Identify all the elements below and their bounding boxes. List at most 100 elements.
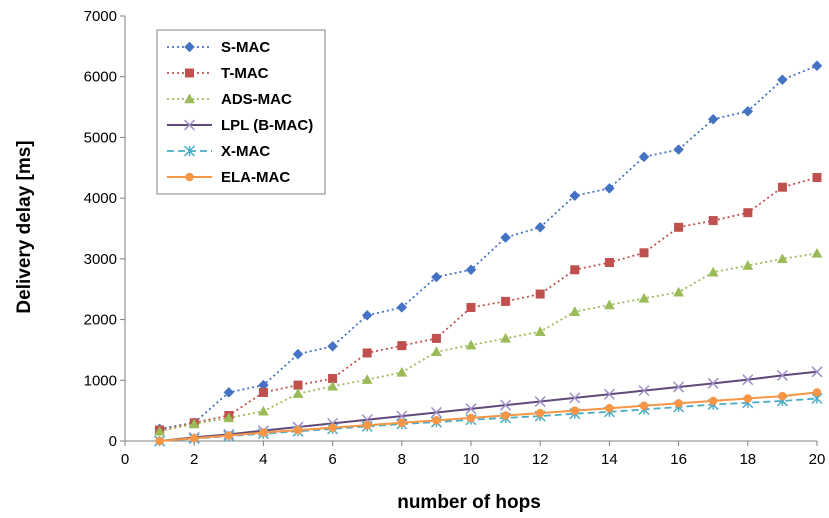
data-point	[396, 410, 408, 422]
data-point	[362, 420, 372, 430]
data-point	[397, 418, 407, 428]
legend-label: T-MAC	[221, 65, 269, 82]
data-point	[811, 247, 823, 258]
data-point	[327, 380, 339, 391]
legend-entry: ADS-MAC	[167, 91, 292, 108]
data-point	[500, 232, 511, 243]
data-point	[185, 172, 194, 182]
data-point	[743, 394, 753, 403]
series-line	[159, 176, 818, 431]
data-point	[707, 113, 719, 125]
series-x-mac	[154, 392, 823, 447]
data-point	[155, 436, 164, 446]
x-tick-label: 20	[809, 451, 826, 468]
x-tick-label: 4	[259, 451, 267, 468]
legend-entry: T-MAC	[167, 65, 269, 82]
data-point	[707, 266, 719, 277]
data-point	[185, 68, 194, 78]
data-point	[673, 144, 684, 155]
legend-label: ELA-MAC	[221, 169, 290, 186]
data-point	[154, 425, 166, 436]
y-tick-label: 1000	[84, 372, 117, 389]
legend-entry: LPL (B-MAC)	[167, 117, 313, 134]
data-point	[466, 413, 476, 423]
data-point	[569, 306, 581, 316]
data-point	[708, 396, 718, 406]
data-point	[224, 431, 234, 440]
data-point	[361, 309, 373, 321]
y-tick-label: 3000	[84, 251, 117, 268]
data-point	[431, 271, 442, 283]
data-point	[184, 41, 195, 53]
data-point	[397, 341, 407, 351]
data-point	[777, 182, 787, 192]
series-s-mac	[154, 60, 823, 435]
data-point	[708, 216, 718, 226]
data-point	[396, 366, 408, 377]
data-point	[638, 151, 650, 163]
data-point	[811, 366, 823, 378]
data-point	[184, 93, 195, 104]
data-point	[639, 248, 649, 258]
x-axis-title: number of hops	[397, 492, 541, 513]
data-point	[570, 406, 580, 415]
data-point	[292, 388, 304, 398]
data-point	[742, 260, 754, 270]
data-point	[188, 418, 200, 429]
data-point	[189, 434, 199, 443]
data-point	[534, 396, 546, 408]
data-point	[465, 339, 477, 350]
series-ela-mac	[155, 388, 822, 446]
data-point	[811, 60, 823, 72]
data-point	[430, 346, 442, 356]
data-point	[638, 385, 650, 397]
data-point	[431, 333, 441, 343]
data-point	[604, 258, 614, 267]
legend-label: S-MAC	[221, 39, 270, 56]
y-tick-label: 7000	[84, 8, 117, 25]
data-point	[776, 369, 788, 381]
x-tick-label: 12	[532, 451, 549, 468]
legend-entry: X-MAC	[167, 143, 270, 160]
legend-entry: ELA-MAC	[167, 169, 290, 186]
series-t-mac	[155, 173, 822, 435]
x-tick-label: 6	[328, 451, 336, 468]
data-point	[673, 286, 685, 297]
data-point	[501, 296, 511, 306]
data-point	[604, 183, 615, 194]
data-point	[327, 340, 338, 352]
data-point	[293, 425, 303, 435]
data-point	[569, 392, 581, 404]
data-point	[465, 403, 477, 415]
data-point	[638, 292, 650, 303]
data-point	[605, 403, 614, 413]
data-point	[673, 381, 685, 393]
series-line	[159, 397, 818, 442]
data-point	[674, 399, 683, 408]
data-point	[500, 332, 512, 343]
data-point	[777, 74, 788, 86]
data-point	[569, 190, 581, 202]
y-axis-title: Delivery delay [ms]	[14, 140, 35, 313]
data-point	[223, 412, 235, 423]
data-point	[603, 299, 615, 310]
x-tick-label: 2	[190, 451, 198, 468]
data-point	[570, 265, 580, 275]
data-point	[362, 348, 372, 358]
data-point	[742, 374, 754, 386]
x-tick-label: 10	[463, 451, 480, 468]
data-point	[535, 408, 545, 418]
data-point	[776, 253, 788, 264]
data-point	[603, 388, 615, 400]
data-point	[183, 145, 196, 157]
data-point	[257, 405, 269, 416]
data-point	[742, 105, 754, 117]
series-line	[159, 64, 818, 430]
data-point	[639, 401, 649, 411]
data-point	[778, 391, 787, 401]
series-line	[159, 370, 818, 442]
series-line	[159, 391, 818, 442]
series-ads-mac	[154, 247, 823, 436]
data-point	[258, 387, 268, 397]
data-point	[743, 208, 753, 218]
